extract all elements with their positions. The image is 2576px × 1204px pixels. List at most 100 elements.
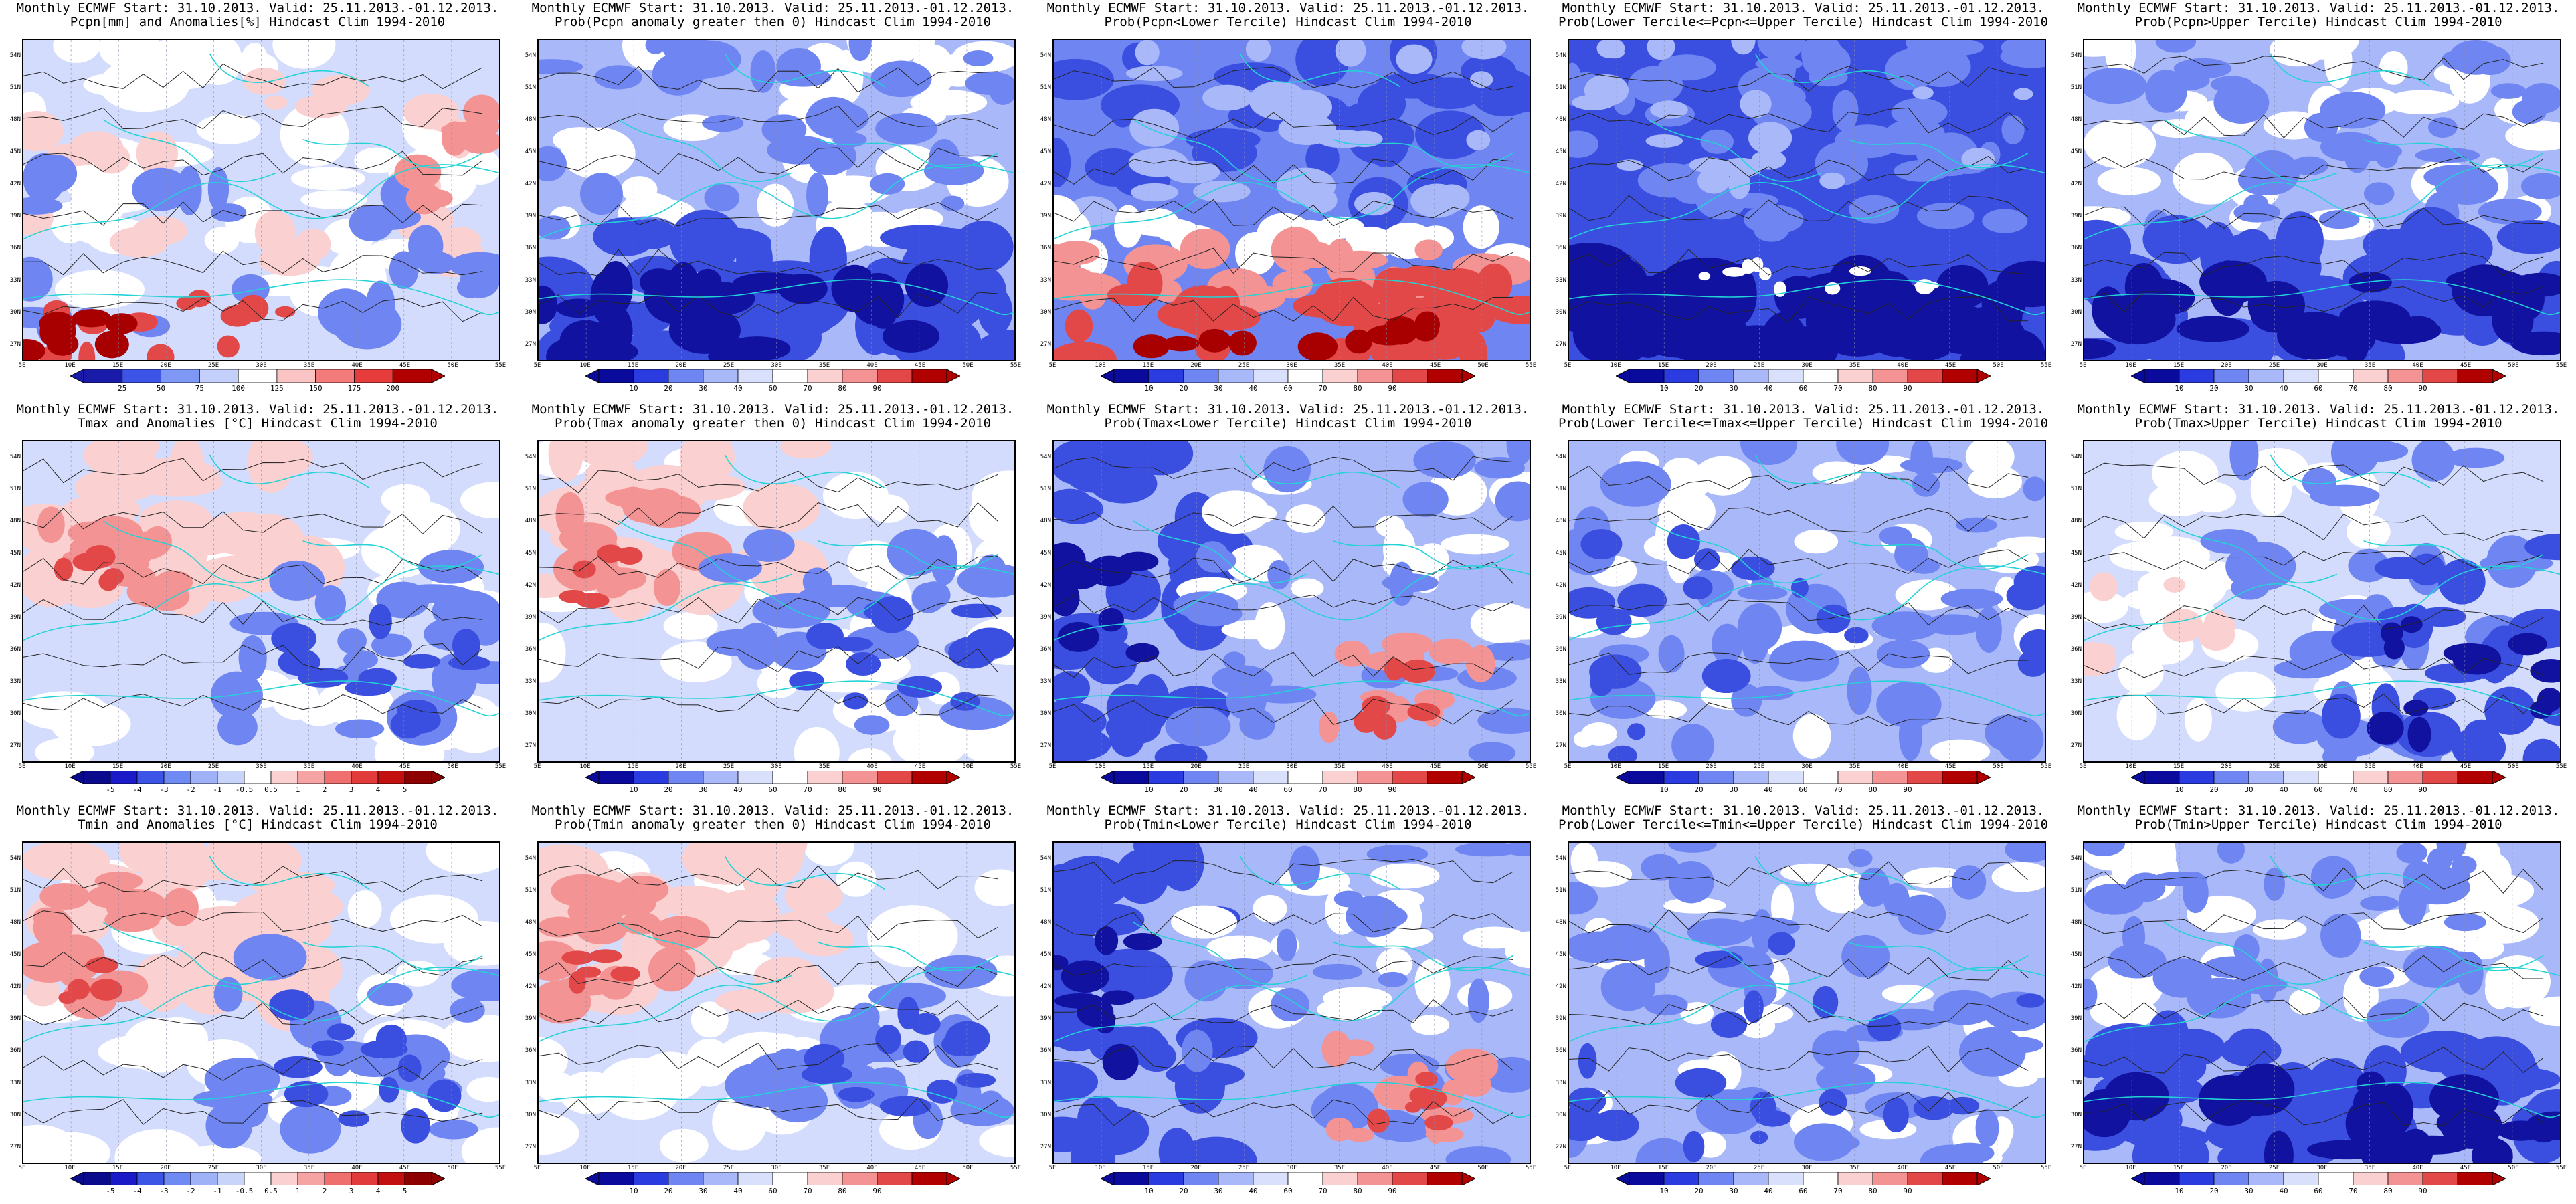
field-blob bbox=[1608, 745, 1637, 761]
longitude-label: 15E bbox=[2173, 1165, 2185, 1171]
colorbar-ticks: 10 20 30 40 60 70 80 90 bbox=[1101, 384, 1475, 393]
colorbar-tick-label: -2 bbox=[186, 1187, 195, 1195]
field-blob bbox=[624, 219, 678, 249]
colorbar-segment bbox=[1253, 771, 1289, 784]
colorbar-segment bbox=[2213, 771, 2249, 784]
longitude-label: 30E bbox=[1286, 362, 1297, 369]
latitude-label: 54N bbox=[9, 52, 21, 59]
field-blob bbox=[1384, 658, 1404, 681]
latitude-label: 30N bbox=[9, 309, 21, 316]
latitude-label: 51N bbox=[9, 84, 21, 91]
coastline bbox=[1054, 680, 1530, 717]
latitude-label: 54N bbox=[525, 52, 536, 59]
longitude-label: 35E bbox=[818, 763, 830, 770]
field-blob bbox=[1115, 849, 1169, 904]
latitude-label: 33N bbox=[1040, 678, 1051, 685]
contour-line bbox=[1054, 199, 1513, 227]
coastline bbox=[1648, 520, 1823, 584]
longitude-label: 15E bbox=[627, 362, 639, 369]
field-blob bbox=[126, 566, 157, 594]
field-blob bbox=[1366, 845, 1429, 864]
field-blob bbox=[1982, 209, 2028, 233]
field-blob bbox=[1459, 1072, 1491, 1097]
field-blob bbox=[1697, 340, 1780, 360]
colorbar-tick-label: 4 bbox=[375, 1187, 381, 1195]
longitude-label: 15E bbox=[1657, 1165, 1669, 1171]
latitude-label: 48N bbox=[1040, 518, 1051, 524]
latitude-label: 36N bbox=[1040, 245, 1051, 252]
field-blob bbox=[1940, 589, 2003, 609]
colorbar-tick-label: 60 bbox=[768, 1187, 777, 1195]
latitude-label: 33N bbox=[2070, 277, 2082, 284]
longitude-label: 5E bbox=[18, 1165, 26, 1171]
field-blob bbox=[956, 1072, 996, 1088]
field-blob bbox=[2384, 90, 2460, 115]
latitude-label: 36N bbox=[9, 245, 21, 252]
longitude-label: 25E bbox=[207, 1165, 219, 1171]
coastline bbox=[1754, 856, 1916, 890]
colorbar-tick-label: 60 bbox=[1283, 384, 1293, 393]
field-blob bbox=[972, 470, 1014, 524]
field-blob bbox=[794, 726, 840, 761]
field-blob bbox=[806, 623, 844, 650]
forecast-panel: Monthly ECMWF Start: 31.10.2013. Valid: … bbox=[1030, 0, 1546, 401]
longitude-label: 55E bbox=[494, 763, 507, 770]
colorbar-tick-label: 40 bbox=[733, 384, 743, 393]
colorbar bbox=[585, 1172, 960, 1185]
longitude-label: 5E bbox=[18, 763, 26, 770]
latitude-label: 39N bbox=[1040, 614, 1051, 621]
field-blob bbox=[2016, 993, 2045, 1008]
longitude-label: 55E bbox=[494, 362, 507, 369]
field-blob bbox=[463, 94, 499, 130]
field-blob bbox=[1383, 526, 1416, 573]
field-blob bbox=[1413, 441, 1476, 479]
map-frame bbox=[537, 39, 1016, 361]
latitude-label: 48N bbox=[525, 919, 536, 926]
field-blob bbox=[2013, 565, 2045, 599]
field-blob bbox=[1719, 157, 1763, 178]
latitude-label: 51N bbox=[2070, 84, 2082, 91]
field-blob bbox=[295, 94, 347, 118]
colorbar-segment bbox=[772, 1172, 808, 1185]
colorbar-tick-label: 1 bbox=[295, 1187, 300, 1195]
field-blob bbox=[368, 603, 392, 639]
panel-title-line1: Monthly ECMWF Start: 31.10.2013. Valid: … bbox=[2077, 803, 2560, 818]
field-blob bbox=[2320, 913, 2361, 958]
colorbar-tick-label: 90 bbox=[872, 785, 882, 794]
colorbar-tick-label: 70 bbox=[803, 1187, 812, 1195]
map-frame bbox=[2083, 841, 2561, 1164]
field-blob bbox=[1345, 329, 1373, 354]
coastline bbox=[1054, 279, 1530, 316]
colorbar-tick-label: -0.5 bbox=[235, 1187, 254, 1195]
panel-title: Monthly ECMWF Start: 31.10.2013. Valid: … bbox=[2061, 804, 2576, 832]
panel-title: Monthly ECMWF Start: 31.10.2013. Valid: … bbox=[515, 804, 1030, 832]
field-blob bbox=[2127, 1125, 2209, 1151]
colorbar-min-arrow bbox=[70, 771, 84, 784]
colorbar-segment bbox=[199, 369, 239, 383]
field-blob bbox=[893, 207, 943, 230]
forecast-field bbox=[539, 441, 1014, 761]
colorbar-tick-label: 30 bbox=[2244, 1187, 2253, 1195]
contour-line bbox=[2084, 955, 2544, 981]
panel-title-line1: Monthly ECMWF Start: 31.10.2013. Valid: … bbox=[1046, 803, 1530, 818]
colorbar-segment bbox=[238, 369, 278, 383]
colorbar-segment bbox=[1698, 1172, 1734, 1185]
latitude-label: 36N bbox=[525, 245, 536, 252]
field-blob bbox=[2176, 316, 2249, 342]
colorbar-tick-label: 20 bbox=[1694, 785, 1704, 794]
field-blob bbox=[1694, 456, 1752, 496]
field-blob bbox=[911, 1013, 941, 1035]
field-blob bbox=[1253, 894, 1287, 923]
field-blob bbox=[1201, 490, 1270, 534]
field-blob bbox=[2084, 978, 2098, 1011]
colorbar-segment bbox=[877, 369, 913, 383]
field-blob bbox=[1278, 114, 1336, 145]
field-blob bbox=[1739, 1014, 1776, 1039]
contour-line bbox=[2084, 56, 2544, 81]
colorbar-segment bbox=[1427, 1172, 1463, 1185]
field-blob bbox=[1683, 1130, 1705, 1163]
field-blob bbox=[1054, 1061, 1099, 1102]
field-blob bbox=[1922, 614, 1984, 635]
colorbar-segment bbox=[703, 771, 739, 784]
field-blob bbox=[1740, 90, 1772, 118]
